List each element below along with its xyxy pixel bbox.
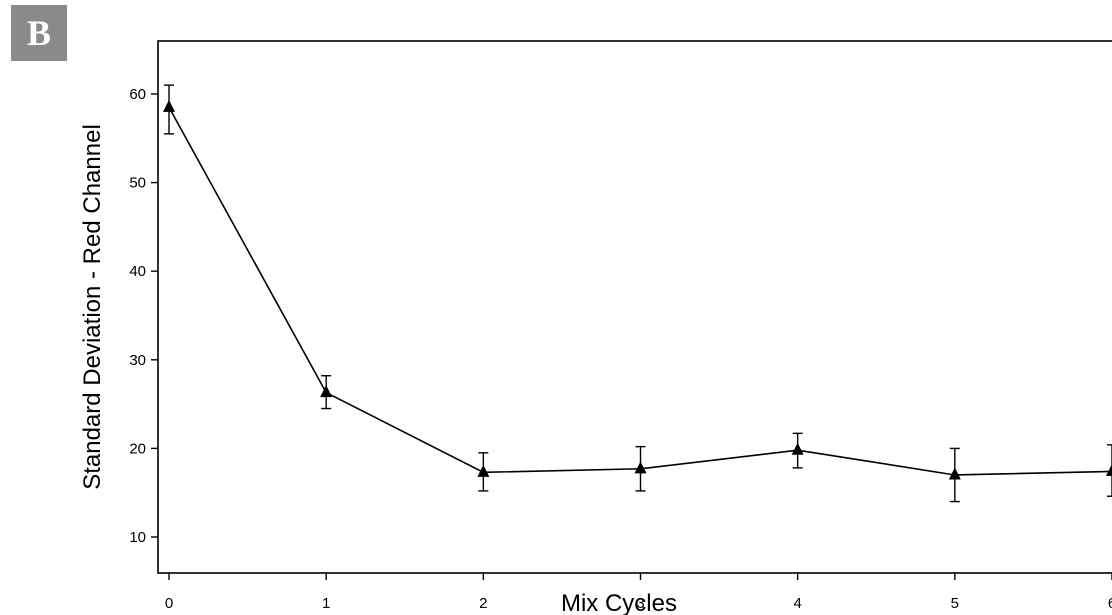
data-point-triangle: [477, 464, 490, 477]
panel-label: B: [11, 5, 67, 61]
data-point-triangle: [320, 385, 333, 398]
y-tick-label: 10: [129, 529, 146, 546]
data-point-triangle: [1106, 463, 1112, 476]
x-axis: 0 1 2 3 4 5 6: [165, 573, 1112, 612]
plot-border: [157, 40, 1112, 574]
y-axis: 10 20 30 40 50 60: [129, 86, 158, 546]
x-tick-label: 0: [165, 595, 173, 612]
data-point-triangle: [163, 99, 175, 112]
x-tick-label: 4: [793, 595, 801, 612]
data-point-triangle: [948, 467, 961, 480]
y-tick-label: 40: [129, 263, 146, 280]
error-bar: [1107, 444, 1112, 497]
y-tick-label: 60: [129, 86, 146, 103]
y-tick-label: 30: [129, 352, 146, 369]
series-layer: [163, 84, 1112, 503]
x-tick-label: 1: [322, 595, 330, 612]
plot-frame: [157, 40, 1112, 574]
x-tick-label: 6: [1108, 595, 1112, 612]
data-point-triangle: [791, 442, 804, 455]
data-point-triangle: [634, 461, 647, 474]
x-tick-label: 5: [951, 595, 959, 612]
y-axis-title: Standard Deviation - Red Channel: [79, 124, 106, 490]
x-axis-title: Mix Cycles: [561, 590, 677, 615]
series-line: [168, 106, 1112, 476]
x-tick-label: 3: [636, 595, 644, 612]
x-tick-label: 2: [479, 595, 487, 612]
y-tick-label: 50: [129, 175, 146, 192]
y-tick-label: 20: [129, 440, 146, 457]
